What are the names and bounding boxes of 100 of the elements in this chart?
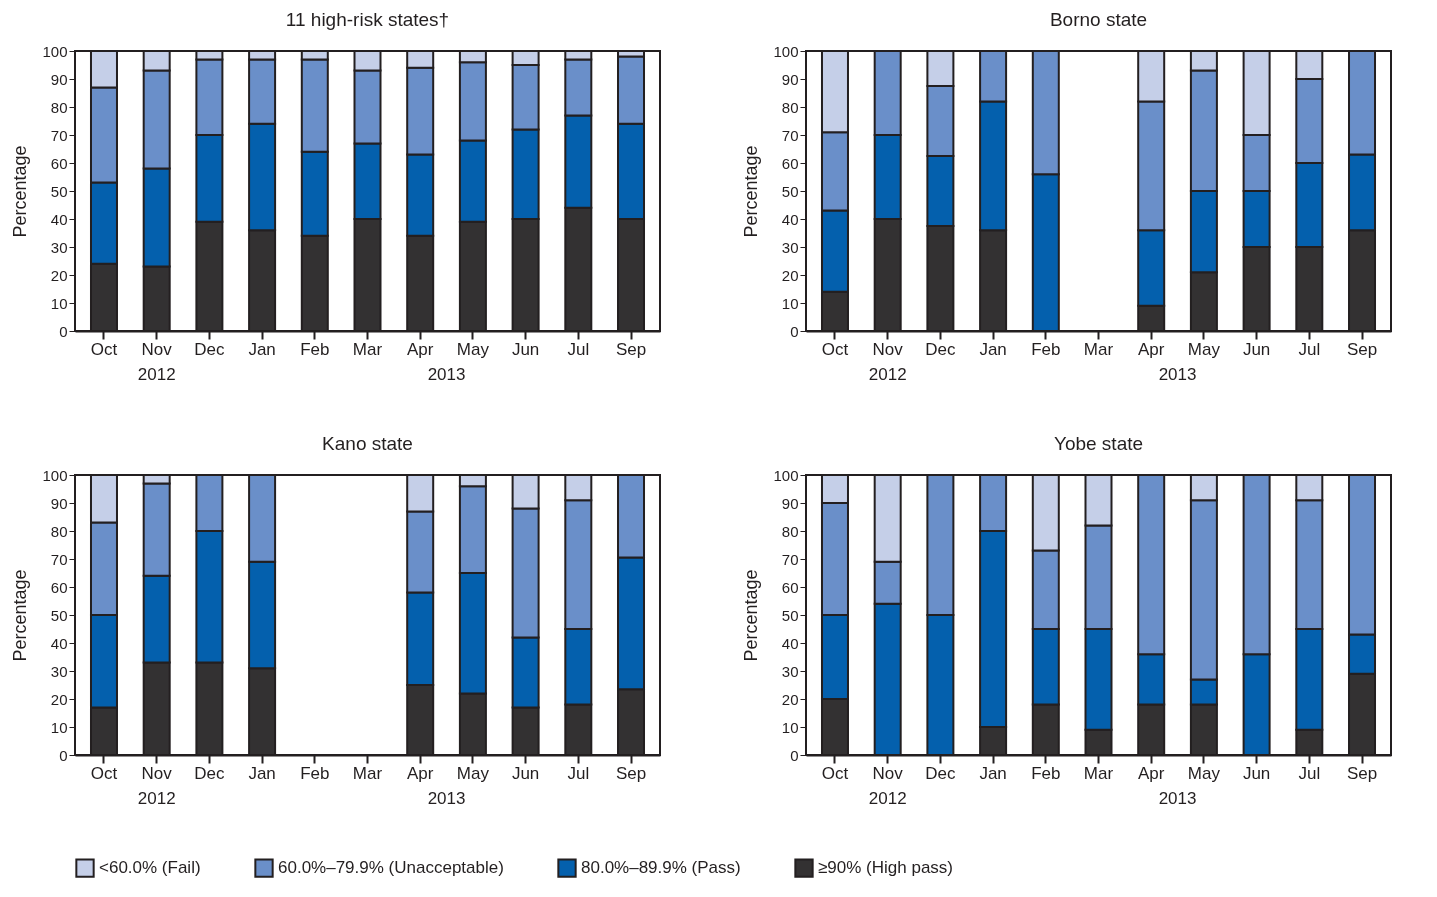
y-tick-label: 0 bbox=[790, 746, 799, 764]
y-tick-label: 100 bbox=[42, 42, 68, 60]
x-tick-label: Mar bbox=[1083, 339, 1114, 359]
y-tick-label: 50 bbox=[50, 182, 68, 200]
y-tick-label: 70 bbox=[781, 550, 799, 568]
x-tick-label: Sep bbox=[1346, 339, 1378, 359]
y-tick-label: 80 bbox=[781, 98, 799, 116]
x-tick-label: Jan bbox=[979, 339, 1007, 359]
x-tick-label: Jul bbox=[1298, 763, 1321, 783]
y-tick-label: 0 bbox=[790, 322, 799, 340]
y-tick-label: 60 bbox=[50, 578, 68, 596]
y-tick-label: 50 bbox=[781, 182, 799, 200]
x-tick-label: Jul bbox=[1298, 339, 1321, 359]
x-tick-label: Sep bbox=[615, 339, 647, 359]
y-tick-label: 10 bbox=[50, 718, 68, 736]
y-tick-label: 80 bbox=[781, 522, 799, 540]
y-axis-title: Percentage bbox=[10, 145, 31, 238]
y-tick-label: 50 bbox=[50, 606, 68, 624]
y-tick-label: 100 bbox=[773, 42, 799, 60]
y-tick-label: 10 bbox=[50, 294, 68, 312]
text: 2013 bbox=[1158, 789, 1197, 808]
x-tick-label: Feb bbox=[300, 763, 330, 783]
text: 2012 bbox=[137, 365, 176, 384]
y-tick-label: 20 bbox=[50, 690, 68, 708]
y-tick-label: 40 bbox=[50, 210, 68, 228]
y-tick-label: 20 bbox=[50, 266, 68, 284]
x-tick-label: Sep bbox=[615, 763, 647, 783]
y-tick-label: 40 bbox=[50, 634, 68, 652]
x-tick-label: Mar bbox=[1083, 763, 1114, 783]
y-tick-label: 100 bbox=[42, 466, 68, 484]
y-tick-label: 10 bbox=[781, 718, 799, 736]
y-tick-label: 0 bbox=[59, 322, 68, 340]
text: 2012 bbox=[137, 789, 176, 808]
chart-title: Yobe state bbox=[1053, 433, 1144, 454]
chart-title: Borno state bbox=[1049, 9, 1148, 30]
y-tick-label: 70 bbox=[50, 550, 68, 568]
y-tick-label: 90 bbox=[781, 70, 799, 88]
text: 2012 bbox=[868, 365, 907, 384]
x-tick-label: Dec bbox=[194, 339, 226, 359]
legend-label: ≥90% (High pass) bbox=[818, 858, 953, 878]
y-tick-label: 70 bbox=[50, 126, 68, 144]
x-tick-label: Oct bbox=[821, 339, 849, 359]
y-tick-label: 90 bbox=[50, 494, 68, 512]
x-tick-label: Nov bbox=[141, 339, 173, 359]
y-axis-title: Percentage bbox=[741, 145, 762, 238]
y-tick-label: 0 bbox=[59, 746, 68, 764]
x-tick-label: Jun bbox=[511, 339, 540, 359]
y-tick-label: 80 bbox=[50, 98, 68, 116]
y-axis-title: Percentage bbox=[10, 569, 31, 662]
x-tick-label: May bbox=[456, 339, 490, 359]
x-tick-label: Dec bbox=[194, 763, 226, 783]
text: 2013 bbox=[427, 365, 466, 384]
x-tick-label: Dec bbox=[925, 339, 957, 359]
x-tick-label: May bbox=[456, 763, 490, 783]
text: 2013 bbox=[1158, 365, 1197, 384]
x-tick-label: Oct bbox=[821, 763, 849, 783]
y-tick-label: 20 bbox=[781, 690, 799, 708]
y-tick-label: 30 bbox=[781, 238, 799, 256]
x-tick-label: May bbox=[1187, 339, 1221, 359]
x-tick-label: Feb bbox=[300, 339, 330, 359]
y-tick-label: 100 bbox=[773, 466, 799, 484]
x-tick-label: Jun bbox=[1242, 339, 1271, 359]
x-tick-label: Jun bbox=[511, 763, 540, 783]
text: 2012 bbox=[868, 789, 907, 808]
x-tick-label: Jan bbox=[248, 763, 276, 783]
x-tick-label: Mar bbox=[352, 763, 383, 783]
x-tick-label: Nov bbox=[872, 339, 904, 359]
chart-title: Kano state bbox=[322, 433, 413, 454]
x-tick-label: Sep bbox=[1346, 763, 1378, 783]
y-tick-label: 70 bbox=[781, 126, 799, 144]
y-tick-label: 40 bbox=[781, 634, 799, 652]
y-tick-label: 90 bbox=[781, 494, 799, 512]
x-tick-label: Oct bbox=[90, 339, 118, 359]
y-tick-label: 40 bbox=[781, 210, 799, 228]
x-tick-label: Jul bbox=[567, 339, 590, 359]
y-tick-label: 90 bbox=[50, 70, 68, 88]
y-tick-label: 60 bbox=[781, 578, 799, 596]
legend-label: 80.0%–89.9% (Pass) bbox=[581, 858, 741, 878]
x-tick-label: Dec bbox=[925, 763, 957, 783]
x-tick-label: Apr bbox=[406, 339, 434, 359]
y-tick-label: 30 bbox=[781, 662, 799, 680]
x-tick-label: Apr bbox=[406, 763, 434, 783]
x-tick-label: Jan bbox=[248, 339, 276, 359]
legend-label: 60.0%–79.9% (Unacceptable) bbox=[278, 858, 504, 878]
y-axis-title: Percentage bbox=[741, 569, 762, 662]
legend-label: <60.0% (Fail) bbox=[99, 858, 201, 878]
y-tick-label: 60 bbox=[781, 154, 799, 172]
x-tick-label: Mar bbox=[352, 339, 383, 359]
x-tick-label: Nov bbox=[141, 763, 173, 783]
y-tick-label: 60 bbox=[50, 154, 68, 172]
y-tick-label: 80 bbox=[50, 522, 68, 540]
y-tick-label: 30 bbox=[50, 662, 68, 680]
x-tick-label: Jan bbox=[979, 763, 1007, 783]
x-tick-label: Nov bbox=[872, 763, 904, 783]
text: 2013 bbox=[427, 789, 466, 808]
chart-title: 11 high-risk states† bbox=[285, 9, 450, 30]
x-tick-label: May bbox=[1187, 763, 1221, 783]
x-tick-label: Jun bbox=[1242, 763, 1271, 783]
y-tick-label: 50 bbox=[781, 606, 799, 624]
y-tick-label: 20 bbox=[781, 266, 799, 284]
